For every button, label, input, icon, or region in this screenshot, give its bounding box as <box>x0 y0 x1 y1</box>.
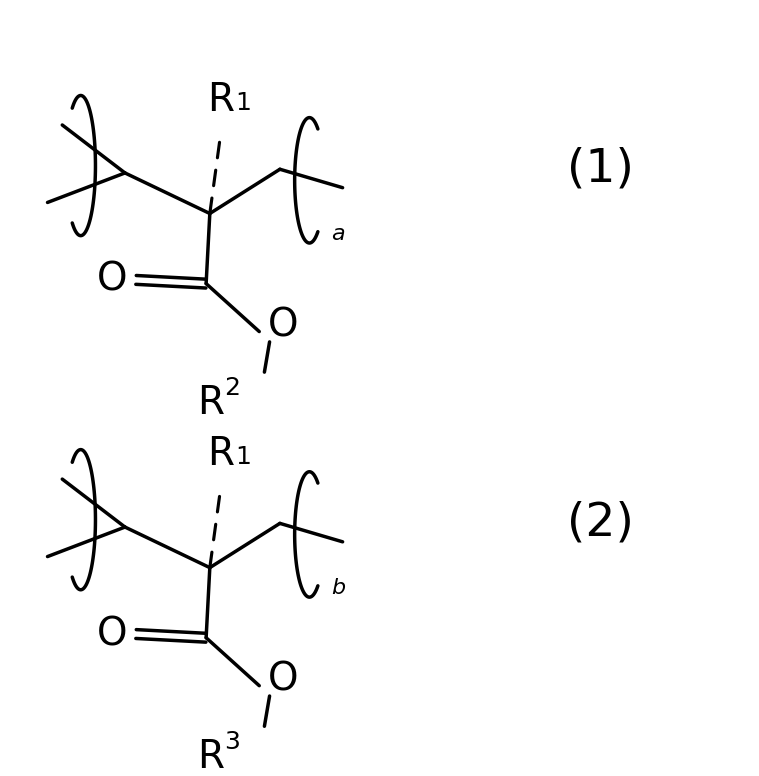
Text: (2): (2) <box>568 501 635 546</box>
Text: 2: 2 <box>225 376 241 400</box>
Text: R: R <box>197 384 224 422</box>
Text: (1): (1) <box>568 147 635 192</box>
Text: R: R <box>207 435 235 473</box>
Text: b: b <box>332 578 345 598</box>
Text: R: R <box>197 738 224 776</box>
Text: O: O <box>97 615 128 653</box>
Text: R: R <box>207 81 235 119</box>
Text: 1: 1 <box>235 91 251 115</box>
Text: O: O <box>268 307 298 345</box>
Text: O: O <box>97 261 128 299</box>
Text: O: O <box>268 661 298 698</box>
Text: 1: 1 <box>235 445 251 469</box>
Text: a: a <box>332 223 345 244</box>
Text: 3: 3 <box>225 730 241 754</box>
